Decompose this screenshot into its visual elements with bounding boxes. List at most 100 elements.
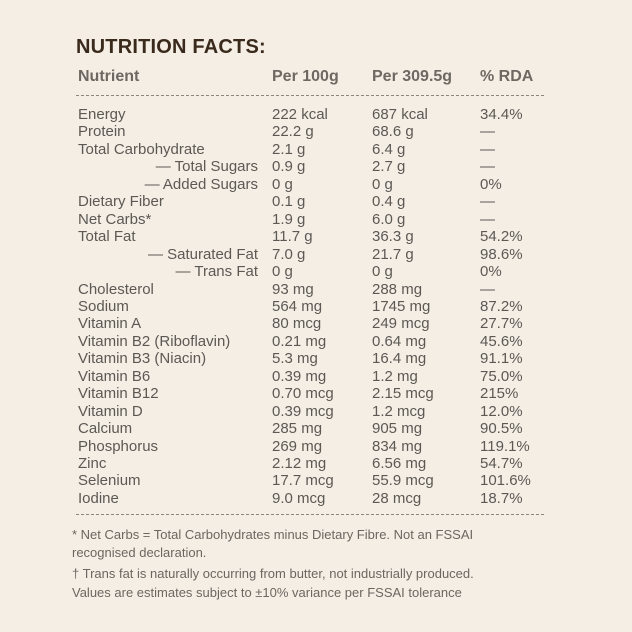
nutrient-name: Vitamin B12 xyxy=(78,385,159,403)
nutrient-value: — xyxy=(480,123,495,141)
nutrient-value: 54.2% xyxy=(480,228,523,246)
nutrient-value: 54.7% xyxy=(480,455,523,472)
nutrient-value: 27.7% xyxy=(480,315,523,333)
nutrient-value: — xyxy=(480,140,495,158)
nutrient-value: 2.12 mg xyxy=(272,455,327,472)
nutrient-value: 12.0% xyxy=(480,402,523,420)
nutrient-name: Vitamin B6 xyxy=(78,367,151,385)
nutrient-name: Vitamin D xyxy=(78,402,143,420)
nutrient-value: 0.9 g xyxy=(272,158,306,176)
nutrient-value: 1.2 mg xyxy=(372,367,418,385)
column-header: % RDA xyxy=(480,68,534,85)
column-header: Per 100g xyxy=(272,68,339,85)
nutrient-value: 36.3 g xyxy=(372,228,414,246)
divider xyxy=(76,95,544,96)
nutrient-value: 91.1% xyxy=(480,350,523,368)
nutrient-value: 249 mcg xyxy=(372,315,430,333)
nutrient-name: Net Carbs* xyxy=(78,210,152,228)
nutrient-value: 0 g xyxy=(372,263,393,281)
nutrient-value: 0.1 g xyxy=(272,193,306,211)
column-header: Per 309.5g xyxy=(372,68,453,85)
nutrient-name: Protein xyxy=(78,123,126,141)
nutrient-name: — Trans Fat xyxy=(175,263,258,281)
nutrient-value: 55.9 mcg xyxy=(372,472,434,490)
nutrient-name: Sodium xyxy=(78,297,129,315)
nutrient-value: 6.56 mg xyxy=(372,455,427,472)
nutrient-name: Dietary Fiber xyxy=(78,193,164,211)
nutrient-value: 0.64 mg xyxy=(372,332,427,350)
nutrient-value: 101.6% xyxy=(480,472,531,490)
nutrient-value: — xyxy=(480,158,495,176)
nutrient-value: 2.7 g xyxy=(372,158,406,176)
nutrient-name: — Saturated Fat xyxy=(147,245,258,263)
column-header: Nutrient xyxy=(78,68,140,85)
title: NUTRITION FACTS: xyxy=(76,36,266,58)
footnote: * Net Carbs = Total Carbohydrates minus … xyxy=(72,527,474,542)
nutrient-value: 0% xyxy=(480,263,502,281)
nutrient-value: 119.1% xyxy=(480,437,530,455)
nutrient-value: 98.6% xyxy=(480,245,523,263)
nutrient-name: Vitamin B2 (Riboflavin) xyxy=(78,332,231,350)
nutrient-value: 1.9 g xyxy=(272,210,306,228)
nutrient-name: Cholesterol xyxy=(78,280,154,298)
nutrient-value: 0 g xyxy=(272,263,293,281)
nutrient-name: Selenium xyxy=(78,472,141,490)
nutrient-value: 80 mcg xyxy=(272,315,322,333)
nutrient-name: Zinc xyxy=(78,455,107,472)
nutrient-value: 269 mg xyxy=(272,437,323,455)
nutrient-value: 68.6 g xyxy=(372,123,414,141)
nutrient-value: 0.39 mg xyxy=(272,367,327,385)
nutrient-value: 6.0 g xyxy=(372,210,406,228)
nutrient-value: 285 mg xyxy=(272,420,323,438)
nutrient-value: 2.1 g xyxy=(272,140,306,158)
nutrient-value: 17.7 mcg xyxy=(272,472,334,490)
nutrient-name: Vitamin A xyxy=(78,315,142,333)
nutrient-value: 21.7 g xyxy=(372,245,414,263)
nutrient-value: 11.7 g xyxy=(272,228,313,246)
footnote: recognised declaration. xyxy=(72,545,207,560)
nutrient-value: 564 mg xyxy=(272,297,323,315)
nutrient-value: 0 g xyxy=(372,175,393,193)
nutrient-value: 93 mg xyxy=(272,280,314,298)
nutrient-value: 18.7% xyxy=(480,489,523,507)
nutrient-name: Vitamin B3 (Niacin) xyxy=(78,350,207,368)
nutrient-value: — xyxy=(480,193,495,211)
nutrient-value: 222 kcal xyxy=(272,106,328,123)
nutrient-value: 87.2% xyxy=(480,297,523,315)
nutrient-value: 1.2 mcg xyxy=(372,402,426,420)
nutrient-name: Total Fat xyxy=(78,228,136,246)
nutrient-value: 0 g xyxy=(272,175,293,193)
nutrient-name: Total Carbohydrate xyxy=(78,140,205,158)
nutrient-value: 2.15 mcg xyxy=(372,385,434,403)
nutrient-value: 0.4 g xyxy=(372,193,406,211)
nutrient-value: 16.4 mg xyxy=(372,350,427,368)
nutrient-name: Energy xyxy=(78,106,126,123)
nutrient-value: 1745 mg xyxy=(372,297,431,315)
footnote: † Trans fat is naturally occurring from … xyxy=(72,566,474,581)
nutrient-value: 5.3 mg xyxy=(272,350,318,368)
nutrient-name: Phosphorus xyxy=(78,437,159,455)
nutrient-value: 0% xyxy=(480,175,502,193)
nutrient-value: 7.0 g xyxy=(272,245,306,263)
nutrient-name: Iodine xyxy=(78,489,119,507)
nutrient-name: — Total Sugars xyxy=(155,158,258,176)
nutrient-value: 0.21 mg xyxy=(272,332,327,350)
nutrient-value: 90.5% xyxy=(480,420,523,438)
nutrient-value: 687 kcal xyxy=(372,106,428,123)
divider xyxy=(76,514,544,515)
nutrient-value: 9.0 mcg xyxy=(272,489,326,507)
nutrient-value: 834 mg xyxy=(372,437,423,455)
nutrient-value: — xyxy=(480,280,495,298)
nutrient-value: 75.0% xyxy=(480,367,523,385)
nutrient-value: 6.4 g xyxy=(372,140,406,158)
nutrient-value: — xyxy=(480,210,495,228)
nutrient-value: 905 mg xyxy=(372,420,423,438)
nutrient-value: 0.39 mcg xyxy=(272,402,334,420)
nutrient-name: Calcium xyxy=(78,420,133,438)
nutrient-value: 288 mg xyxy=(372,280,423,298)
nutrient-value: 28 mcg xyxy=(372,489,422,507)
nutrient-value: 0.70 mcg xyxy=(272,385,334,403)
nutrient-value: 22.2 g xyxy=(272,123,314,141)
footnote: Values are estimates subject to ±10% var… xyxy=(72,585,462,600)
